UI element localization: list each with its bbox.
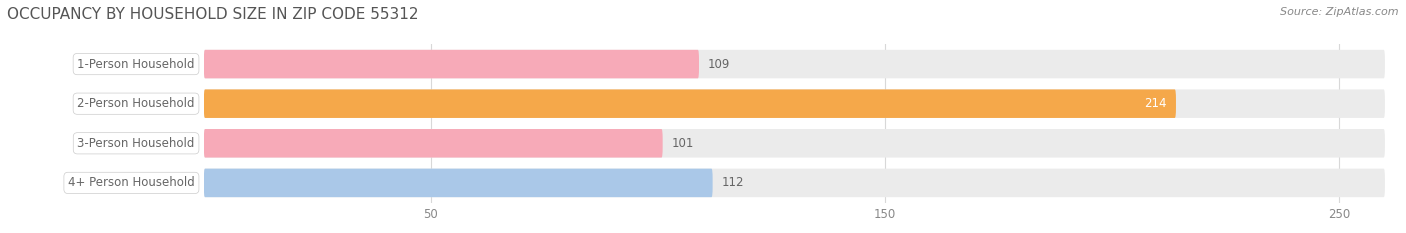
FancyBboxPatch shape [204, 89, 1385, 118]
FancyBboxPatch shape [204, 50, 1385, 78]
Text: 109: 109 [709, 58, 731, 71]
Text: 101: 101 [672, 137, 695, 150]
FancyBboxPatch shape [204, 169, 713, 197]
FancyBboxPatch shape [204, 169, 1385, 197]
FancyBboxPatch shape [204, 89, 1175, 118]
FancyBboxPatch shape [204, 50, 699, 78]
Text: 4+ Person Household: 4+ Person Household [67, 176, 195, 189]
Text: Source: ZipAtlas.com: Source: ZipAtlas.com [1281, 7, 1399, 17]
Text: 1-Person Household: 1-Person Household [77, 58, 195, 71]
Text: OCCUPANCY BY HOUSEHOLD SIZE IN ZIP CODE 55312: OCCUPANCY BY HOUSEHOLD SIZE IN ZIP CODE … [7, 7, 419, 22]
FancyBboxPatch shape [204, 129, 662, 158]
Text: 214: 214 [1144, 97, 1167, 110]
FancyBboxPatch shape [204, 129, 1385, 158]
Text: 112: 112 [721, 176, 744, 189]
Text: 3-Person Household: 3-Person Household [77, 137, 195, 150]
Text: 2-Person Household: 2-Person Household [77, 97, 195, 110]
